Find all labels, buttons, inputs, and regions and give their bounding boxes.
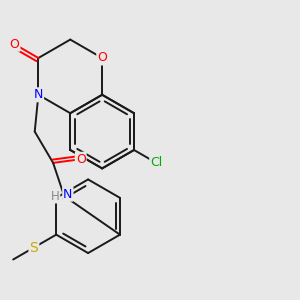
Text: N: N bbox=[63, 188, 73, 201]
Text: O: O bbox=[76, 153, 86, 166]
Text: O: O bbox=[10, 38, 20, 51]
Text: O: O bbox=[97, 52, 107, 64]
Text: H: H bbox=[51, 190, 59, 202]
Text: S: S bbox=[29, 241, 38, 254]
Text: N: N bbox=[34, 88, 43, 101]
Text: Cl: Cl bbox=[150, 156, 163, 170]
